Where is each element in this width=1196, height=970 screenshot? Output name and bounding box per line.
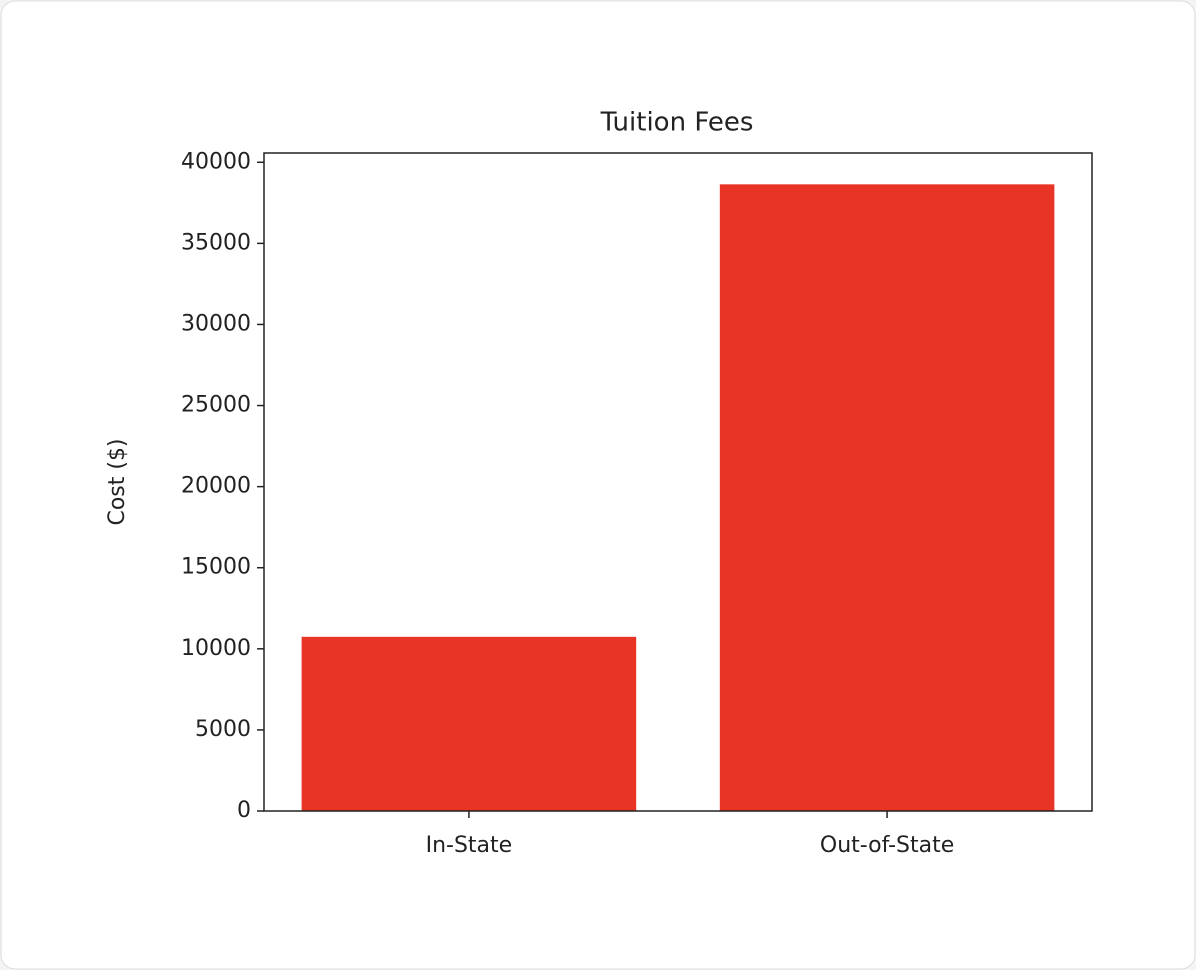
y-tick-label: 0: [237, 798, 251, 823]
y-tick-label: 5000: [195, 717, 251, 742]
y-tick-label: 20000: [181, 474, 251, 499]
y-tick-label: 30000: [181, 311, 251, 336]
y-tick-label: 25000: [181, 393, 251, 418]
chart-title: Tuition Fees: [600, 108, 754, 138]
y-tick-label: 35000: [181, 230, 251, 255]
y-tick-label: 10000: [181, 636, 251, 661]
y-axis-label: Cost ($): [105, 438, 130, 525]
bar: [301, 636, 637, 811]
axes-frame: [263, 152, 1093, 812]
plot: 0 5000 10000 15000 20000 25000 30000 35000 40000…: [181, 149, 1055, 858]
y-tick-label: 15000: [181, 555, 251, 580]
x-tick-label: In-State: [426, 833, 513, 858]
x-tick-label: Out-of-State: [820, 833, 954, 858]
bar: [719, 184, 1055, 812]
y-tick-label: 40000: [181, 149, 251, 174]
